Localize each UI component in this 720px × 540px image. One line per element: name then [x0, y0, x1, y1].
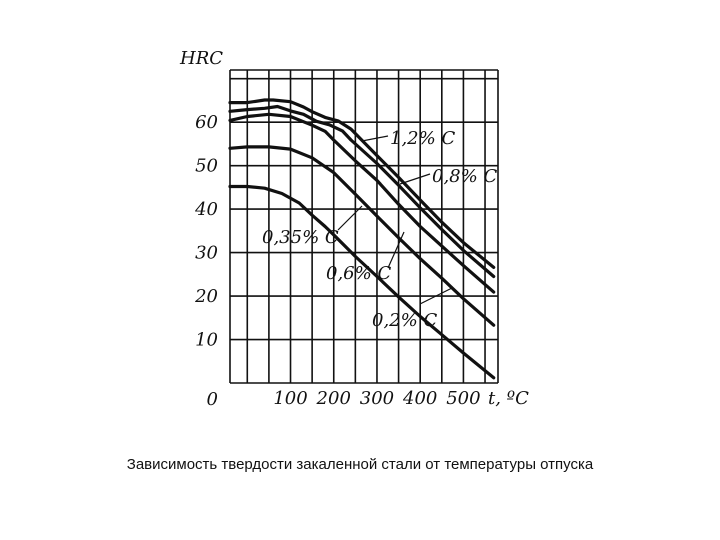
series-annotation-label: 1,2% C: [390, 128, 455, 149]
series-annotation-label: 0,2% C: [372, 310, 437, 331]
annotation-leader-line: [399, 173, 431, 185]
series-line-2: [228, 104, 496, 279]
y-tick-label: 10: [195, 330, 218, 351]
series-line-5: [228, 184, 496, 380]
y-tick-label: 50: [195, 156, 218, 177]
annotation-leader-line: [387, 231, 405, 269]
annotation-leader-line: [361, 135, 389, 142]
series-line-1: [228, 98, 496, 269]
x-tick-label: 300: [360, 388, 394, 409]
annotation-leader-line: [337, 205, 363, 231]
chart-labels: HRC 0 10 20 30 40 50 60 100 200 300 400 500 t, ºC 1,2%…: [179, 48, 529, 410]
annotation-leader-line: [419, 287, 453, 305]
series-annotation-label: 0,35% C: [262, 227, 339, 248]
y-tick-label: 20: [194, 286, 218, 307]
y-tick-label: 30: [195, 243, 218, 264]
x-tick-label: 100: [273, 388, 307, 409]
annotation-leaders: [337, 135, 453, 305]
y-tick-label: 40: [194, 199, 218, 220]
x-tick-label: 400: [402, 388, 437, 409]
series-annotation-label: 0,6% C: [326, 263, 391, 284]
x-axis-label: t, ºC: [488, 388, 529, 409]
chart-grid: [229, 69, 499, 384]
y-tick-label: 60: [195, 112, 218, 133]
chart-curves: [228, 98, 496, 380]
y-tick-label: 0: [207, 389, 218, 410]
x-tick-label: 500: [446, 388, 480, 409]
y-axis-label: HRC: [179, 48, 223, 69]
series-annotation-label: 0,8% C: [432, 166, 497, 187]
figure-caption: Зависимость твердости закаленной стали о…: [126, 456, 594, 473]
series-line-4: [228, 145, 496, 327]
series-line-3: [228, 112, 496, 294]
x-tick-label: 200: [316, 388, 351, 409]
